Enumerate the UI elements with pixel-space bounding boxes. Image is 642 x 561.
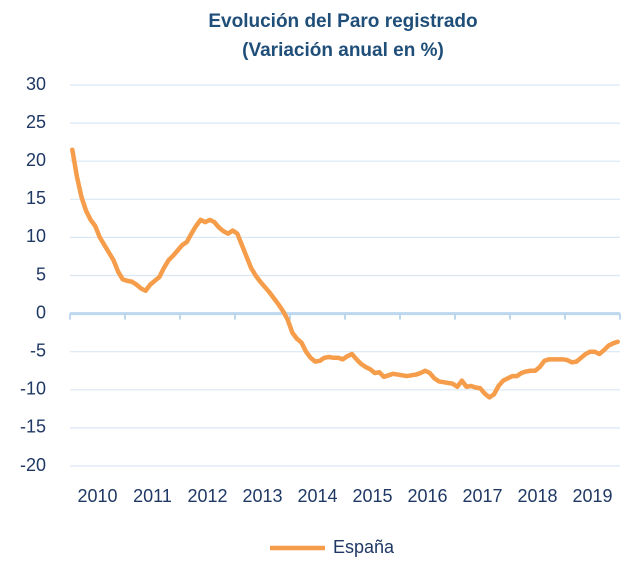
x-tick-label: 2016 <box>407 486 447 506</box>
y-tick-label: -15 <box>20 417 46 437</box>
x-tick-label: 2015 <box>352 486 392 506</box>
y-tick-label: -10 <box>20 379 46 399</box>
y-tick-label: 10 <box>26 226 46 246</box>
y-tick-label: 15 <box>26 188 46 208</box>
x-tick-label: 2011 <box>133 486 172 506</box>
x-tick-label: 2012 <box>187 486 227 506</box>
x-tick-label: 2014 <box>297 486 337 506</box>
y-tick-label: 0 <box>36 302 46 322</box>
y-tick-label: 5 <box>36 264 46 284</box>
x-tick-label: 2013 <box>242 486 282 506</box>
y-tick-label: -20 <box>20 455 46 475</box>
series-line <box>70 147 620 400</box>
chart-subtitle: (Variación anual en %) <box>242 40 444 61</box>
y-tick-label: -5 <box>30 340 46 360</box>
x-tick-label: 2019 <box>572 486 612 506</box>
x-tick-label: 2010 <box>77 486 117 506</box>
chart-title: Evolución del Paro registrado <box>208 11 477 32</box>
y-tick-label: 25 <box>26 112 46 132</box>
y-tick-label: 20 <box>26 150 46 170</box>
x-tick-label: 2018 <box>517 486 557 506</box>
y-tick-label: 30 <box>26 74 46 94</box>
legend-label: España <box>333 537 395 557</box>
x-tick-label: 2017 <box>462 486 502 506</box>
